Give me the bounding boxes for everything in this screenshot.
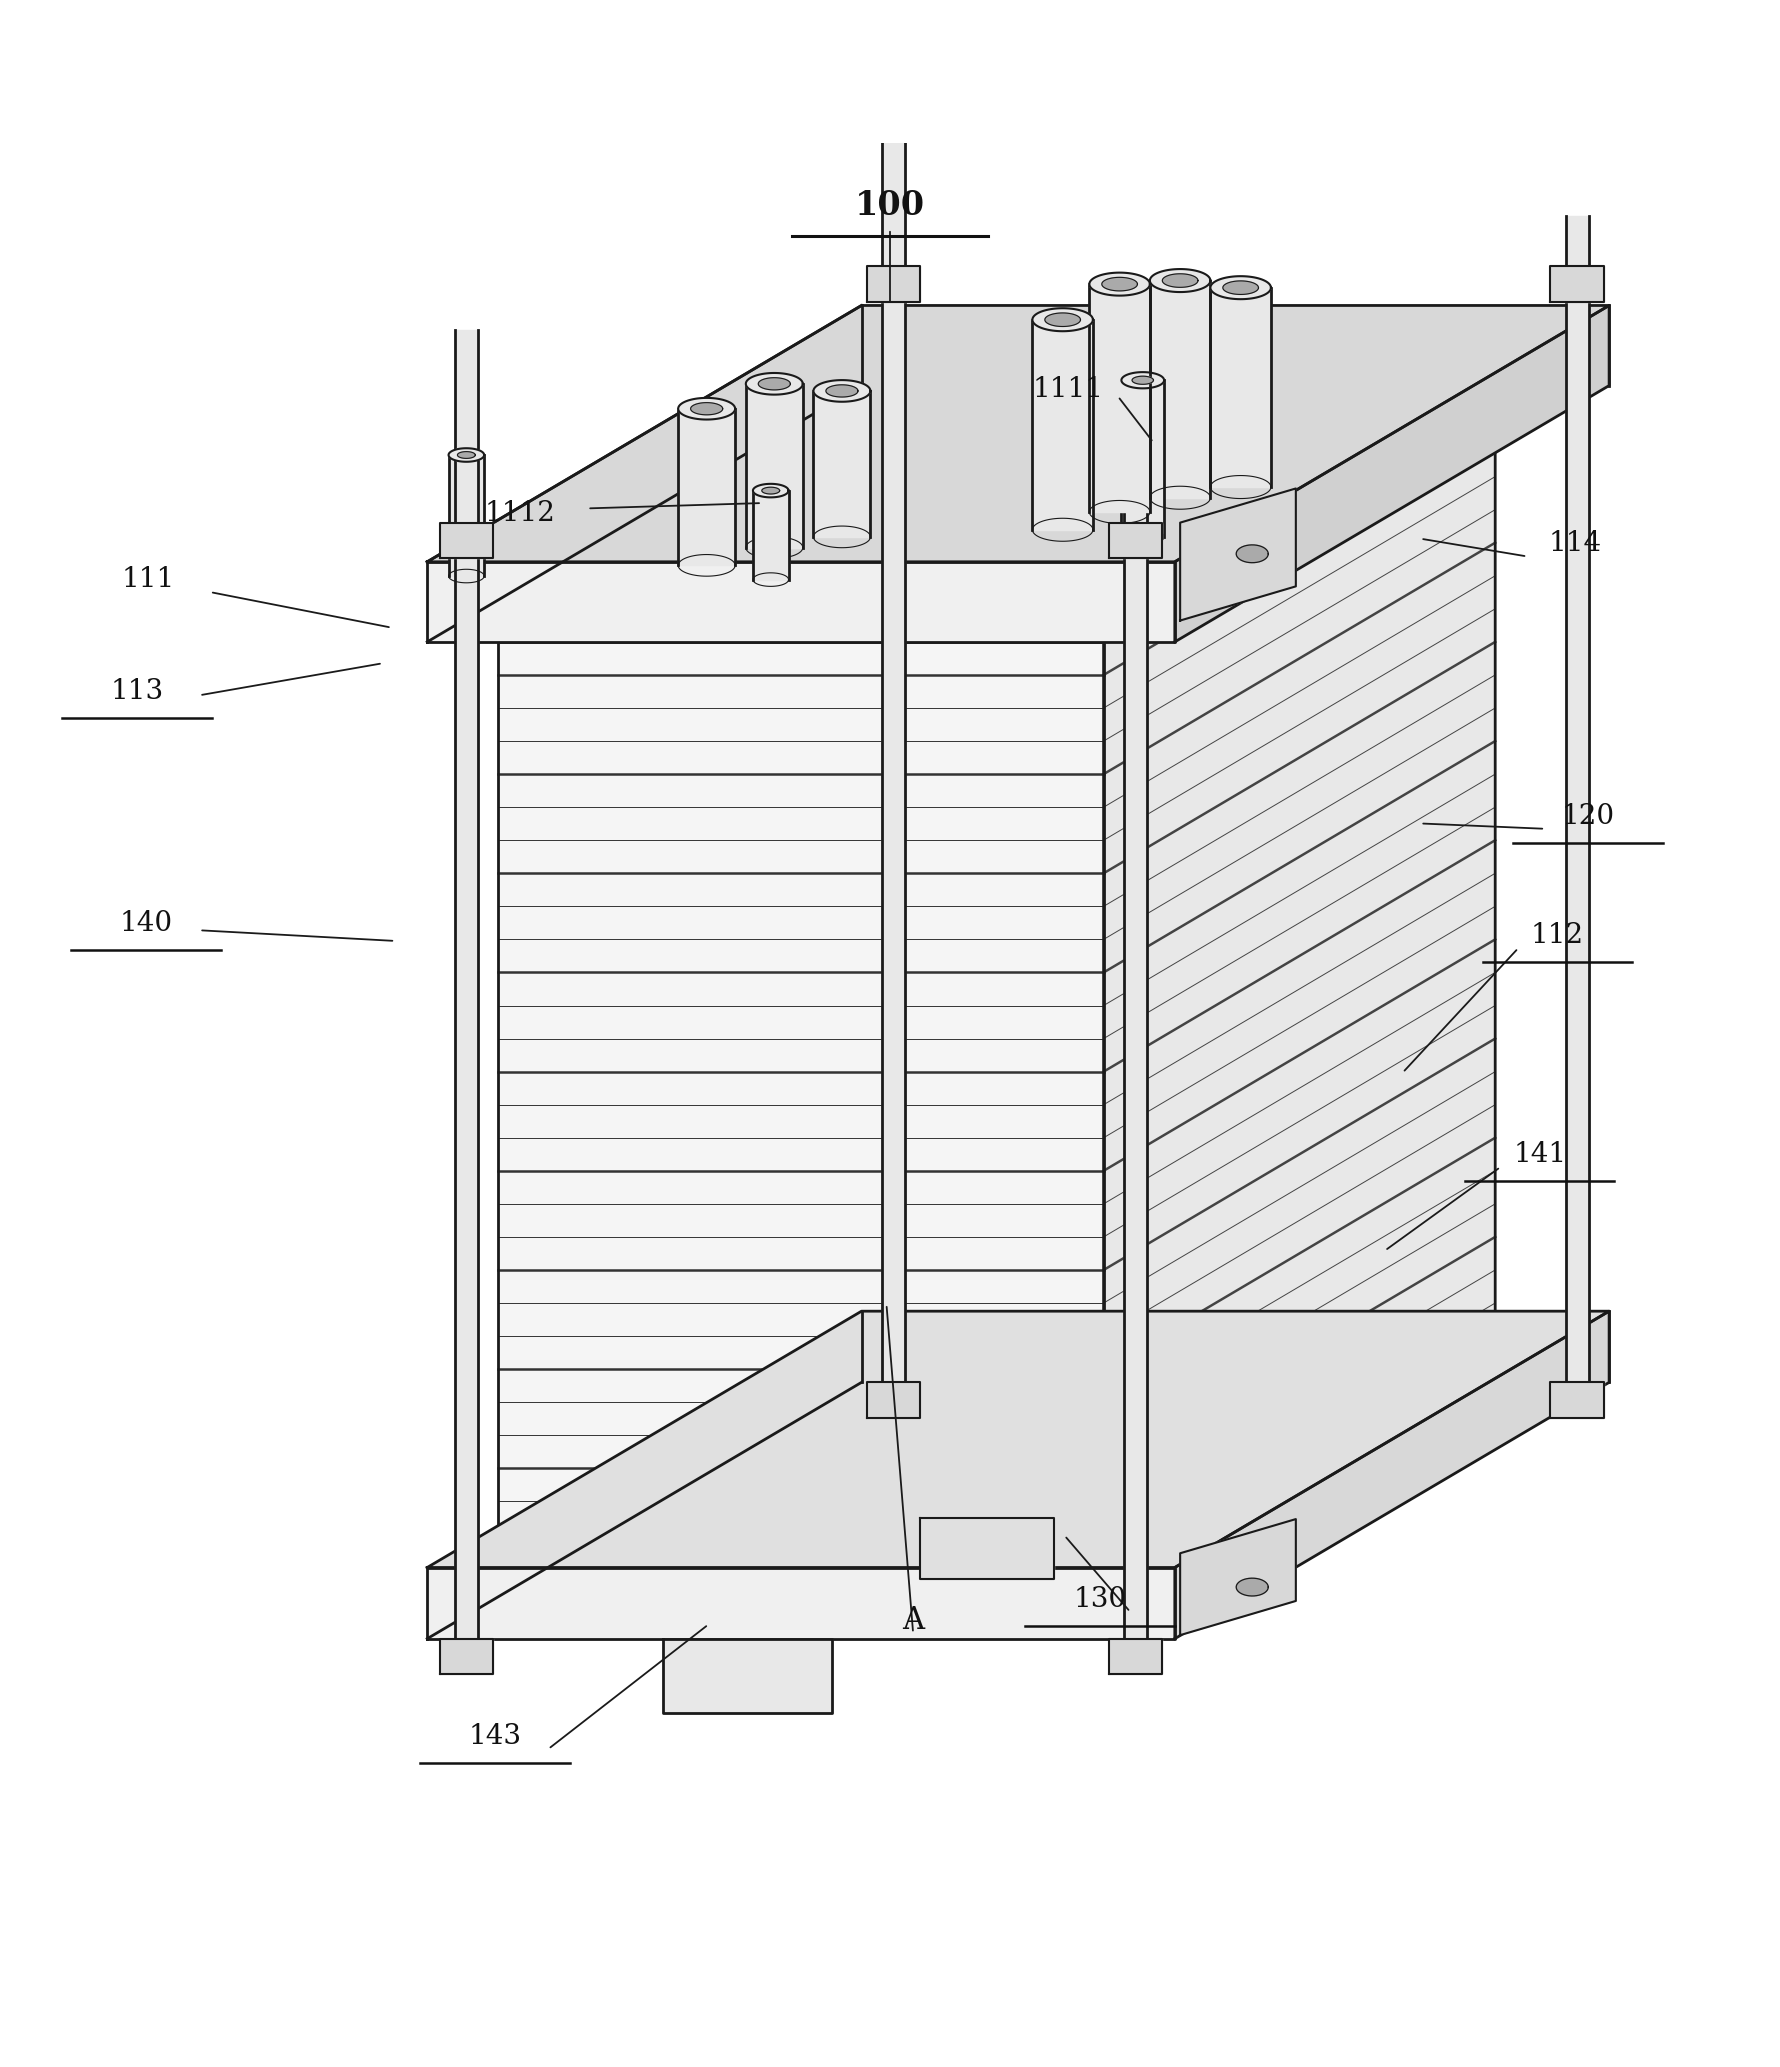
Polygon shape (427, 306, 1609, 562)
Text: 141: 141 (1513, 1141, 1566, 1168)
Text: 100: 100 (854, 190, 926, 223)
Polygon shape (1109, 1639, 1162, 1674)
Text: 140: 140 (119, 909, 173, 936)
Text: 143: 143 (468, 1724, 522, 1751)
Polygon shape (1237, 546, 1269, 562)
Polygon shape (1132, 376, 1153, 384)
Polygon shape (678, 409, 735, 566)
Text: 130: 130 (1073, 1585, 1127, 1612)
Polygon shape (498, 643, 1104, 1567)
Polygon shape (867, 1383, 920, 1418)
Polygon shape (1566, 217, 1588, 1397)
Polygon shape (1121, 372, 1164, 389)
Polygon shape (1175, 306, 1609, 643)
Polygon shape (1109, 523, 1162, 558)
Text: 111: 111 (121, 566, 174, 593)
Polygon shape (678, 399, 735, 420)
Polygon shape (1102, 277, 1137, 291)
Text: A: A (902, 1606, 924, 1637)
Polygon shape (1162, 273, 1198, 287)
Polygon shape (1032, 320, 1093, 529)
Polygon shape (1089, 273, 1150, 296)
Polygon shape (427, 562, 1175, 643)
Polygon shape (1104, 411, 1495, 1567)
Polygon shape (758, 378, 790, 391)
Polygon shape (1045, 312, 1080, 327)
Polygon shape (826, 384, 858, 397)
Polygon shape (691, 403, 723, 415)
Polygon shape (440, 1639, 493, 1674)
Polygon shape (867, 267, 920, 302)
Polygon shape (883, 74, 904, 1397)
Polygon shape (1237, 1579, 1269, 1596)
Text: 113: 113 (110, 678, 164, 705)
Text: 1112: 1112 (484, 500, 555, 527)
Polygon shape (449, 449, 484, 461)
Polygon shape (1150, 269, 1210, 291)
Polygon shape (1223, 281, 1258, 294)
Polygon shape (813, 391, 870, 537)
Polygon shape (662, 1639, 833, 1714)
Polygon shape (427, 1310, 1609, 1567)
Polygon shape (746, 384, 803, 548)
Polygon shape (753, 490, 789, 579)
Polygon shape (498, 411, 1495, 643)
Polygon shape (440, 523, 493, 558)
Text: 1111: 1111 (1032, 376, 1104, 403)
Polygon shape (1210, 277, 1271, 300)
Polygon shape (1210, 287, 1271, 488)
Polygon shape (1032, 308, 1093, 331)
Polygon shape (1150, 281, 1210, 498)
Polygon shape (746, 372, 803, 395)
Text: 112: 112 (1531, 922, 1584, 949)
Polygon shape (1550, 1383, 1604, 1418)
Polygon shape (1550, 267, 1604, 302)
Polygon shape (427, 1567, 1175, 1639)
Polygon shape (1125, 473, 1148, 1654)
Polygon shape (920, 1519, 1054, 1579)
Polygon shape (449, 455, 484, 577)
Polygon shape (1175, 1310, 1609, 1639)
Polygon shape (1121, 380, 1164, 537)
Polygon shape (456, 331, 477, 1654)
Text: 114: 114 (1549, 531, 1602, 558)
Polygon shape (1180, 488, 1296, 620)
Text: 120: 120 (1561, 802, 1614, 829)
Polygon shape (813, 380, 870, 401)
Polygon shape (457, 451, 475, 459)
Polygon shape (1180, 1519, 1296, 1635)
Polygon shape (753, 484, 789, 498)
Polygon shape (762, 488, 780, 494)
Polygon shape (1089, 283, 1150, 513)
